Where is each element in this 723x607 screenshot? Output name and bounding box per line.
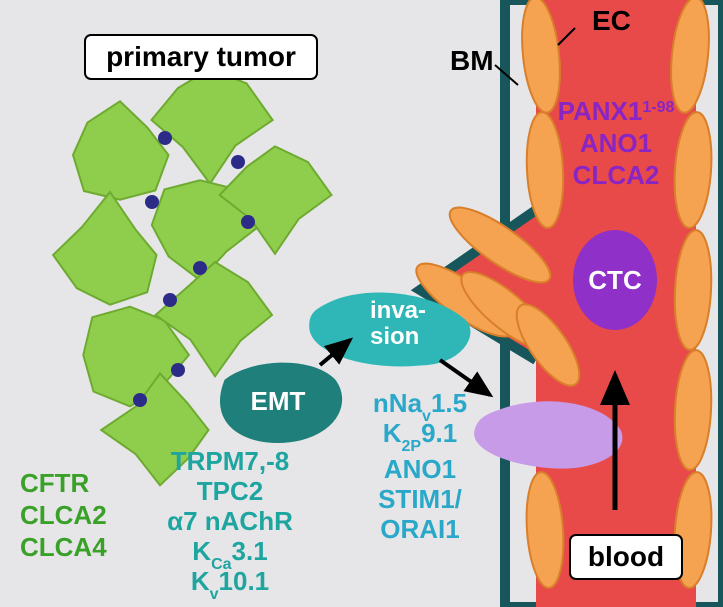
tumor-protein: CLCA2: [20, 500, 107, 530]
cell-junction: [241, 215, 255, 229]
emt-protein: TRPM7,-8: [171, 446, 289, 476]
cell-junction: [193, 261, 207, 275]
blood-label: blood: [588, 541, 664, 572]
cell-junction: [231, 155, 245, 169]
cell-junction: [133, 393, 147, 407]
tumor-protein: CLCA4: [20, 532, 107, 562]
invasion-label: sion: [370, 323, 419, 350]
ec-label: EC: [592, 5, 631, 36]
ctc-protein: ANO1: [580, 128, 652, 158]
emt-label: EMT: [251, 386, 306, 416]
invasion-label: inva-: [370, 297, 426, 324]
emt-protein: α7 nAChR: [167, 506, 293, 536]
cell-junction: [158, 131, 172, 145]
tumor-protein: CFTR: [20, 468, 90, 498]
invasion-protein: ORAI1: [380, 514, 459, 544]
cell-junction: [163, 293, 177, 307]
ctc-label: CTC: [588, 265, 642, 295]
invasion-protein: ANO1: [384, 454, 456, 484]
invasion-protein: STIM1/: [378, 484, 462, 514]
bm-label: BM: [450, 45, 494, 76]
ctc-protein: CLCA2: [573, 160, 660, 190]
cell-junction: [171, 363, 185, 377]
cell-junction: [145, 195, 159, 209]
emt-protein: TPC2: [197, 476, 263, 506]
primary-tumor-label: primary tumor: [106, 41, 296, 72]
diagram-stage: primary tumorbloodECBMCTCEMTinva-sionPAN…: [0, 0, 723, 607]
